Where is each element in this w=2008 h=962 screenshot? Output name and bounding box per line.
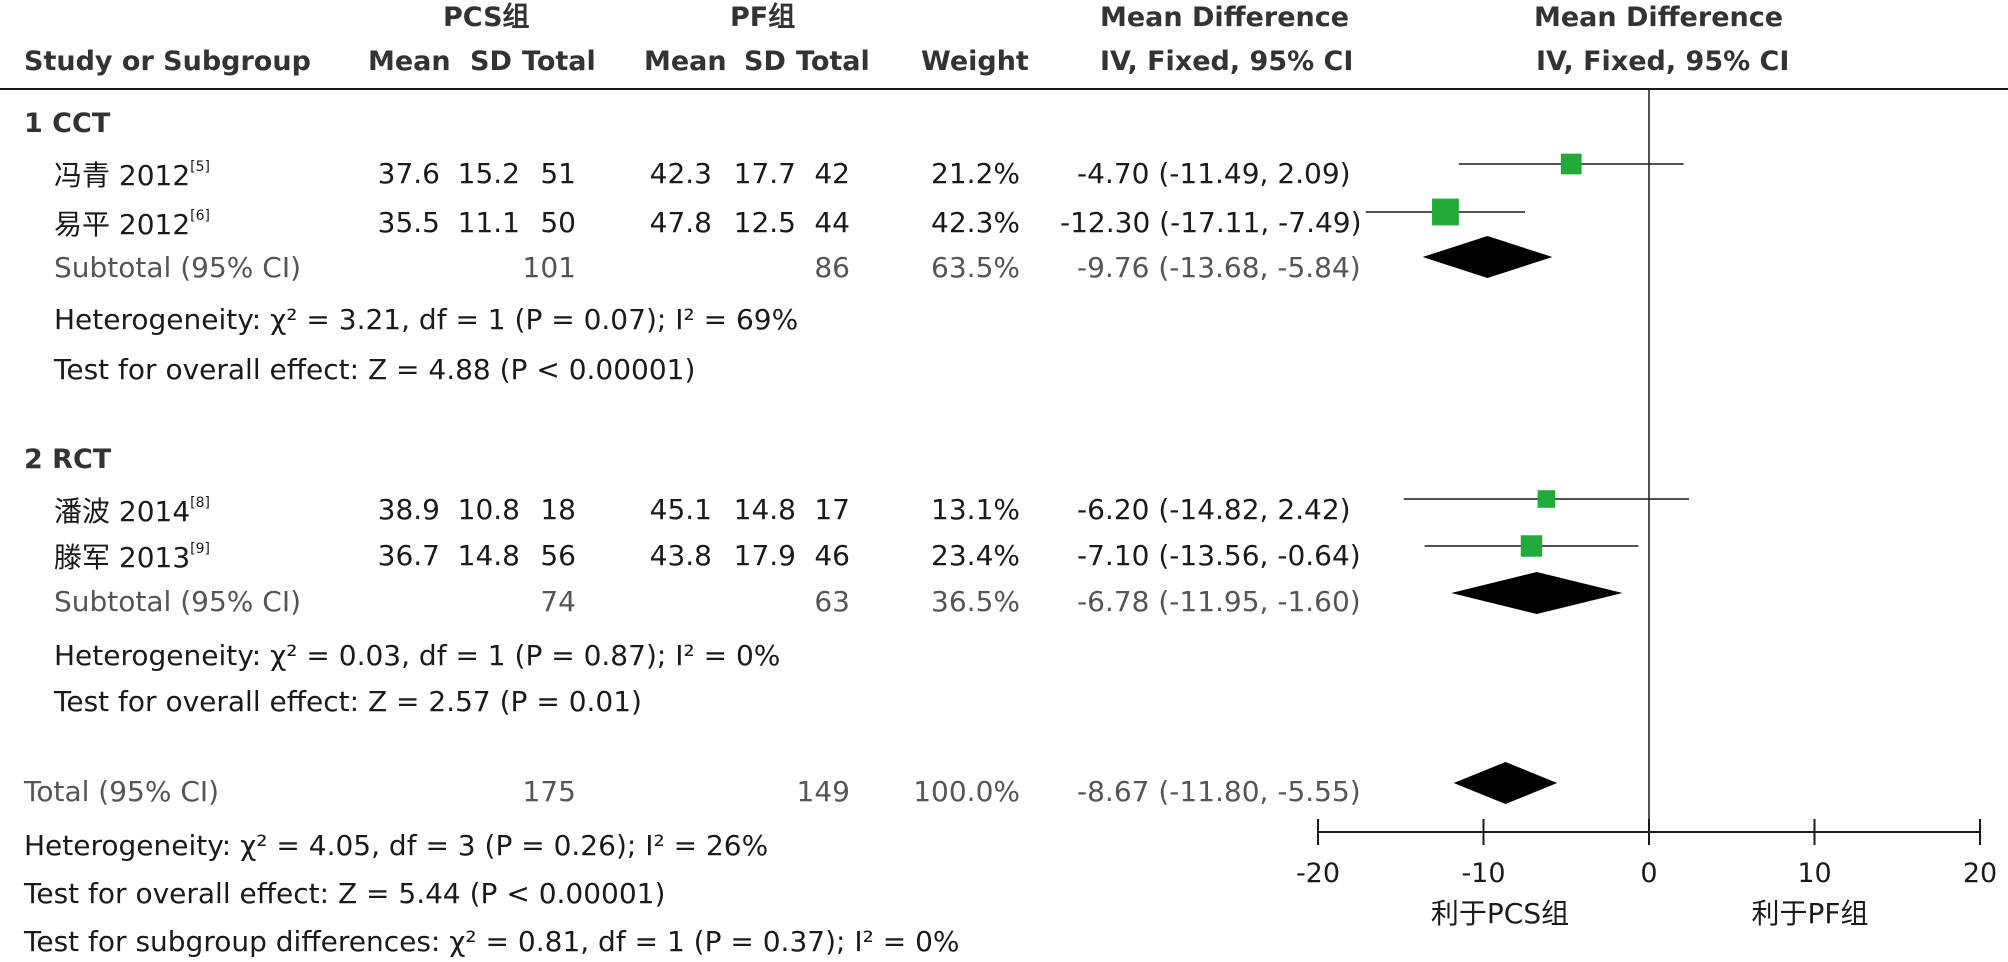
subtotal-weight: 63.5% [931, 251, 1020, 284]
total-ci: -8.67 (-11.80, -5.55) [1077, 775, 1361, 808]
favours-left-label: 利于PCS组 [1430, 897, 1570, 930]
heterogeneity-text: Heterogeneity: χ² = 0.03, df = 1 (P = 0.… [54, 639, 781, 672]
study-col-header: Study or Subgroup [24, 46, 311, 77]
study-n1: 18 [540, 493, 576, 526]
study-point-square [1520, 535, 1543, 557]
study-weight: 42.3% [931, 206, 1020, 239]
x-axis-tick-label: 20 [1963, 858, 1997, 889]
study-sd1: 10.8 [457, 493, 520, 526]
study-n2: 46 [814, 539, 850, 572]
total-weight: 100.0% [913, 775, 1020, 808]
study-weight: 21.2% [931, 157, 1020, 190]
md-title-left: Mean Difference [1100, 2, 1350, 33]
heterogeneity-text: Heterogeneity: χ² = 3.21, df = 1 (P = 0.… [54, 303, 799, 336]
overall-effect-text: Test for overall effect: Z = 4.88 (P < 0… [54, 353, 696, 386]
study-point-square [1537, 490, 1556, 508]
g2-sd-header: SD [744, 46, 786, 77]
study-ci: -7.10 (-13.56, -0.64) [1077, 539, 1361, 572]
study-n1: 56 [540, 539, 576, 572]
group1-header: PCS组 [443, 2, 530, 33]
total-n2: 149 [796, 775, 850, 808]
subtotal-ci: -9.76 (-13.68, -5.84) [1077, 251, 1361, 284]
subgroup-differences-text: Test for subgroup differences: χ² = 0.81… [24, 925, 960, 958]
group2-header: PF组 [730, 2, 796, 33]
subtotal-n2: 63 [814, 585, 850, 618]
study-mean1: 36.7 [377, 539, 440, 572]
subtotal-ci: -6.78 (-11.95, -1.60) [1077, 585, 1361, 618]
x-axis-tick-label: -20 [1296, 858, 1340, 889]
study-sd2: 17.9 [733, 539, 796, 572]
favours-right-label: 利于PF组 [1751, 897, 1869, 930]
study-point-square [1560, 153, 1582, 175]
study-name: 潘波 2014[8] [54, 495, 211, 528]
pooled-diamond [1422, 236, 1553, 278]
study-sd2: 12.5 [733, 206, 796, 239]
md-subtitle-left: IV, Fixed, 95% CI [1100, 46, 1354, 77]
pooled-diamond [1453, 762, 1558, 804]
overall-effect-text: Test for overall effect: Z = 2.57 (P = 0… [54, 685, 642, 718]
study-mean2: 42.3 [649, 157, 712, 190]
subtotal-n1: 101 [522, 251, 576, 284]
study-sd1: 11.1 [457, 206, 520, 239]
study-n2: 42 [814, 157, 850, 190]
study-point-square [1432, 198, 1459, 226]
weight-header: Weight [921, 46, 1029, 77]
subtotal-n1: 74 [540, 585, 576, 618]
subtotal-n2: 86 [814, 251, 850, 284]
total-heterogeneity-text: Heterogeneity: χ² = 4.05, df = 3 (P = 0.… [24, 829, 769, 862]
x-axis-tick-label: 10 [1797, 858, 1831, 889]
study-ci: -4.70 (-11.49, 2.09) [1077, 157, 1351, 190]
study-n1: 50 [540, 206, 576, 239]
pooled-diamond [1451, 572, 1623, 614]
study-sd1: 14.8 [457, 539, 520, 572]
subtotal-label: Subtotal (95% CI) [54, 585, 302, 618]
study-sd2: 14.8 [733, 493, 796, 526]
study-sd2: 17.7 [733, 157, 796, 190]
subtotal-label: Subtotal (95% CI) [54, 251, 302, 284]
study-n2: 44 [814, 206, 850, 239]
g1-sd-header: SD [470, 46, 512, 77]
total-overall-effect-text: Test for overall effect: Z = 5.44 (P < 0… [24, 877, 666, 910]
study-mean2: 45.1 [649, 493, 712, 526]
study-name: 滕军 2013[9] [54, 541, 211, 574]
g2-total-header: Total [796, 46, 870, 77]
study-ci: -12.30 (-17.11, -7.49) [1060, 206, 1362, 239]
md-title-right: Mean Difference [1534, 2, 1784, 33]
study-ci: -6.20 (-14.82, 2.42) [1077, 493, 1351, 526]
subgroup-label-cct: 1 CCT [24, 108, 111, 139]
subtotal-weight: 36.5% [931, 585, 1020, 618]
md-subtitle-right: IV, Fixed, 95% CI [1536, 46, 1790, 77]
study-weight: 23.4% [931, 539, 1020, 572]
study-mean2: 47.8 [649, 206, 712, 239]
study-sd1: 15.2 [457, 157, 520, 190]
study-name: 冯青 2012[5] [54, 159, 211, 192]
x-axis-tick-label: -10 [1461, 858, 1505, 889]
study-n1: 51 [540, 157, 576, 190]
subgroup-label-rct: 2 RCT [24, 444, 112, 475]
study-mean1: 38.9 [377, 493, 440, 526]
x-axis-tick-label: 0 [1640, 858, 1657, 889]
study-mean2: 43.8 [649, 539, 712, 572]
g1-total-header: Total [522, 46, 596, 77]
study-weight: 13.1% [931, 493, 1020, 526]
study-mean1: 35.5 [377, 206, 440, 239]
study-mean1: 37.6 [377, 157, 440, 190]
total-n1: 175 [522, 775, 576, 808]
g1-mean-header: Mean [368, 46, 451, 77]
study-name: 易平 2012[6] [54, 208, 211, 241]
g2-mean-header: Mean [644, 46, 727, 77]
study-n2: 17 [814, 493, 850, 526]
total-label: Total (95% CI) [24, 775, 220, 808]
